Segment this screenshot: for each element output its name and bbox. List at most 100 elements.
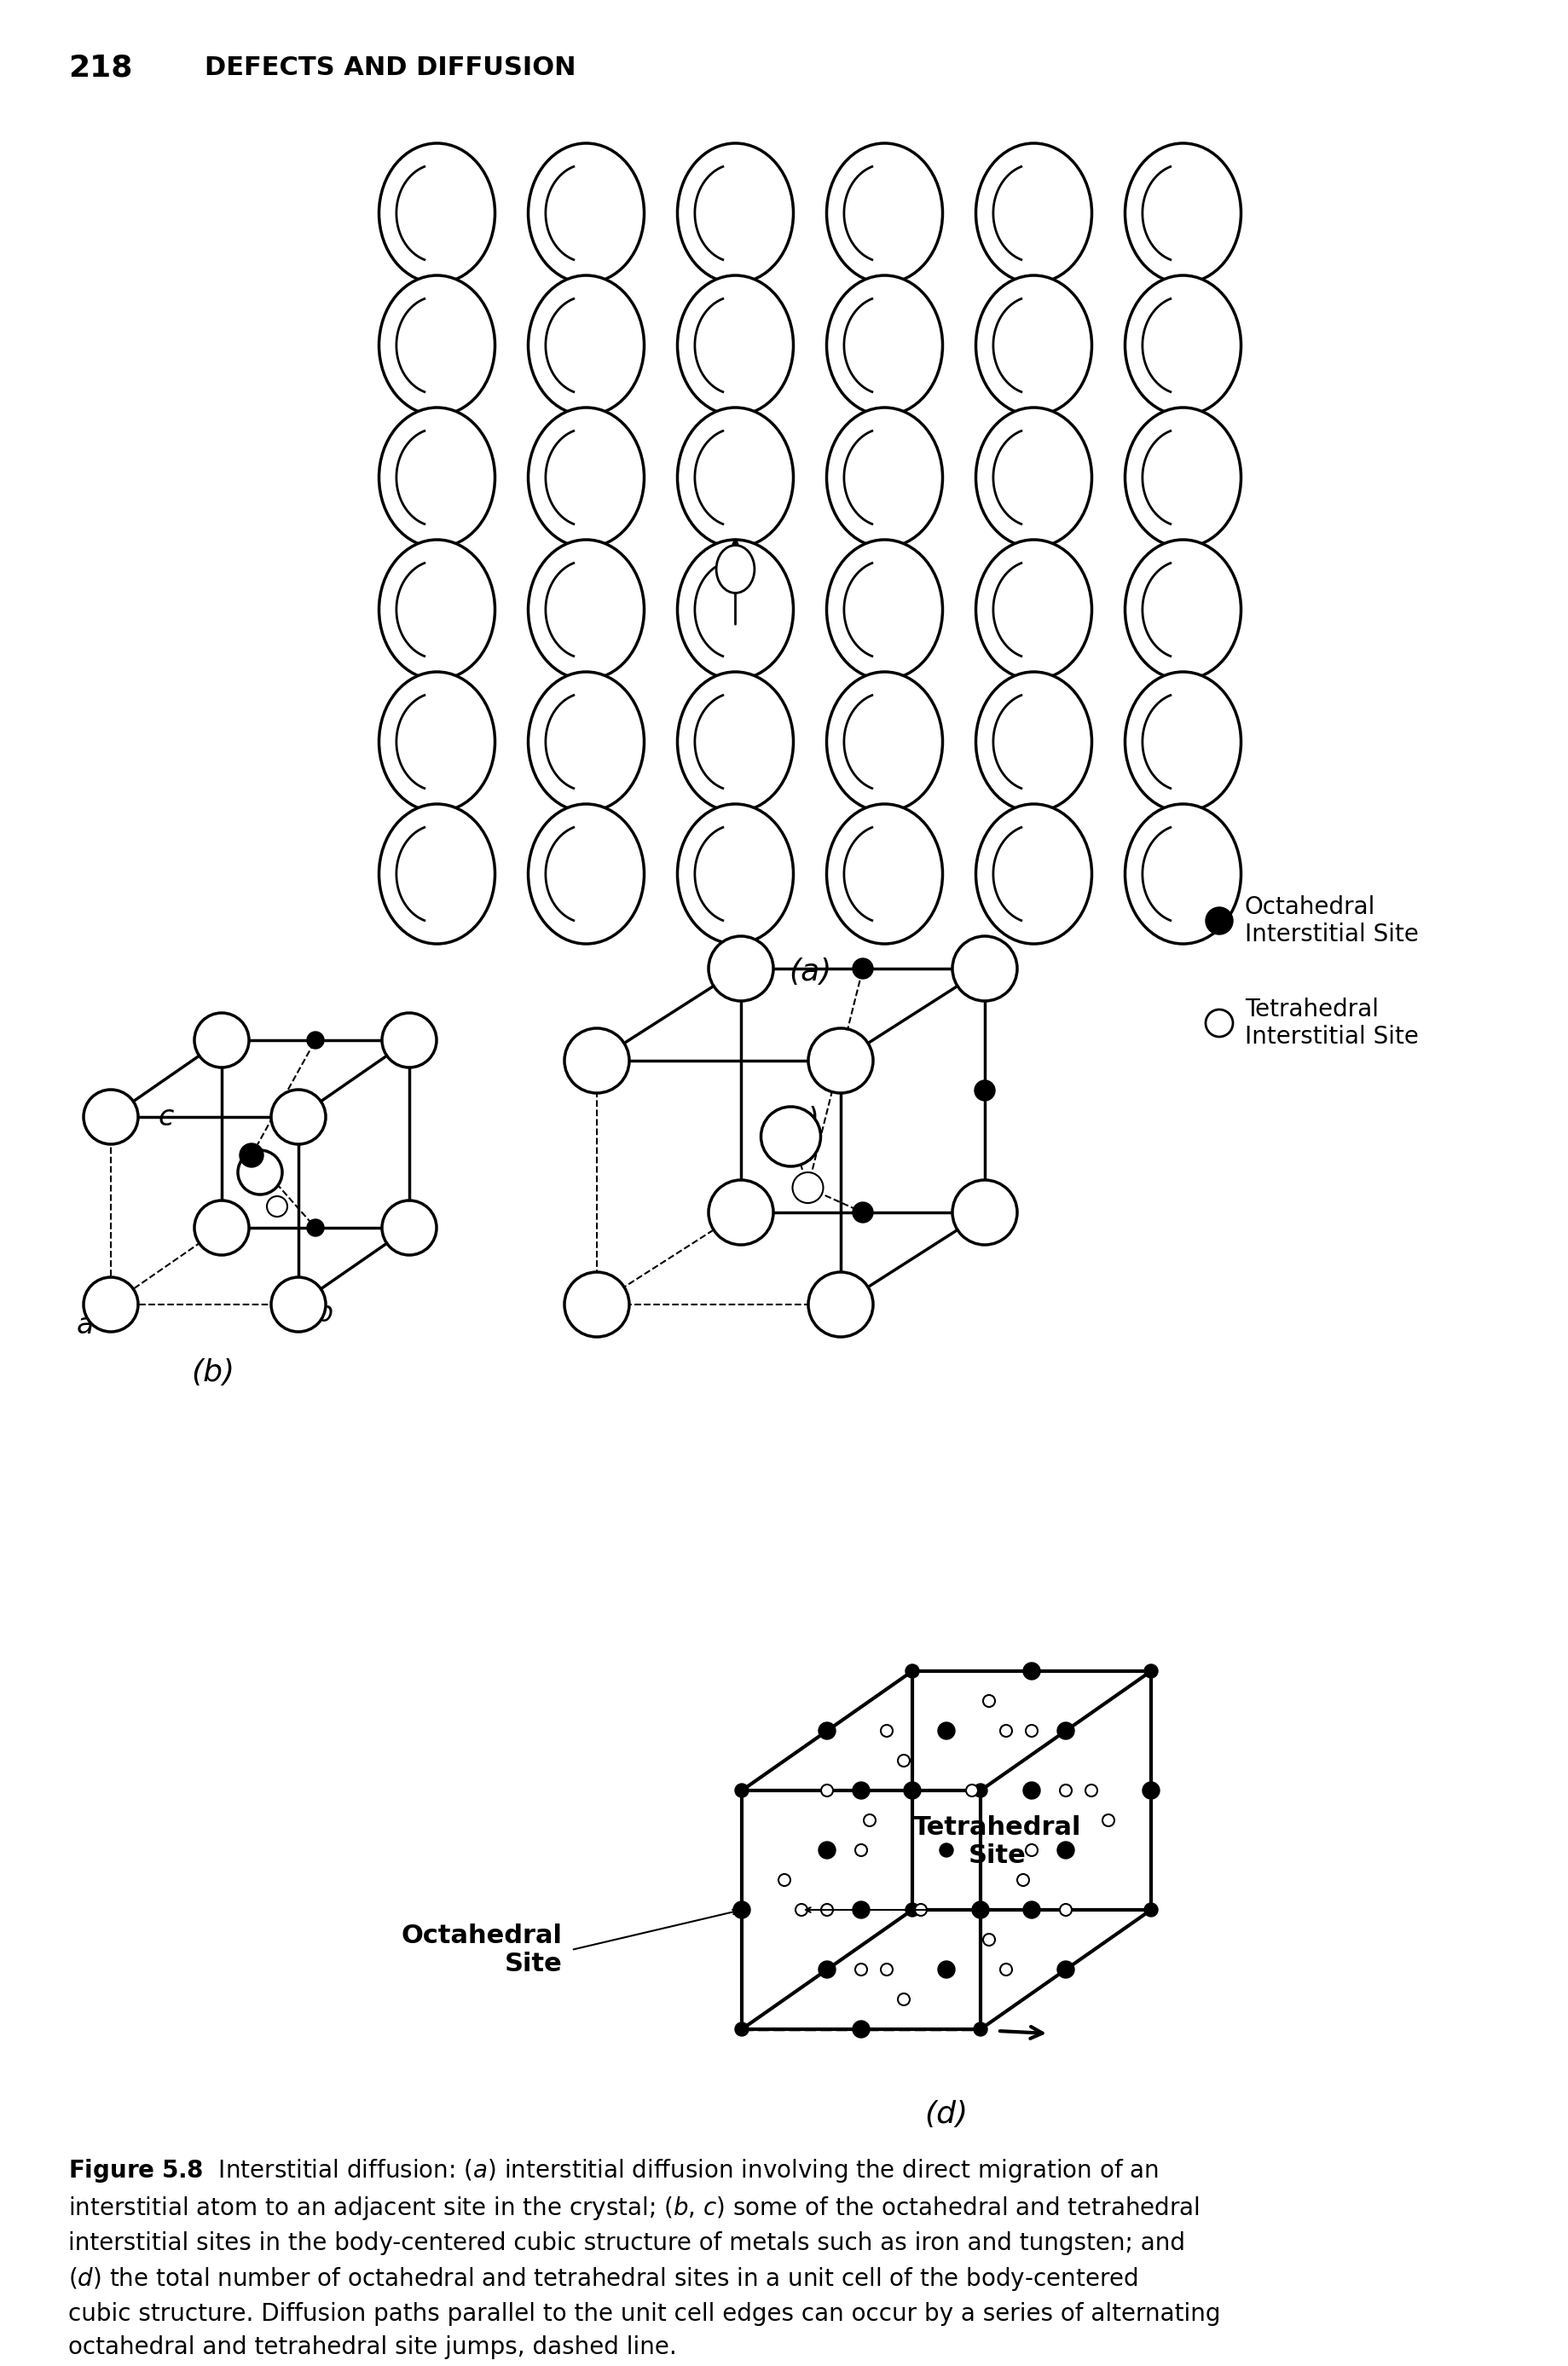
Text: b: b (315, 1299, 332, 1327)
Circle shape (760, 1107, 820, 1166)
Ellipse shape (528, 407, 644, 547)
Circle shape (564, 1273, 629, 1337)
Circle shape (83, 1091, 138, 1145)
Circle shape (1057, 1961, 1074, 1978)
Ellipse shape (898, 1756, 909, 1767)
Ellipse shape (826, 539, 942, 679)
Ellipse shape (1126, 804, 1240, 944)
Circle shape (818, 1841, 836, 1860)
Circle shape (709, 937, 773, 1001)
Text: Octahedral
Site: Octahedral Site (401, 1924, 563, 1976)
Circle shape (905, 1902, 919, 1916)
Circle shape (952, 937, 1018, 1001)
Circle shape (975, 1081, 996, 1100)
Ellipse shape (778, 1874, 790, 1886)
Ellipse shape (379, 144, 495, 284)
Text: DEFECTS AND DIFFUSION: DEFECTS AND DIFFUSION (205, 57, 575, 80)
Ellipse shape (826, 804, 942, 944)
Ellipse shape (975, 539, 1091, 679)
Circle shape (307, 1218, 325, 1237)
Circle shape (1024, 1782, 1040, 1798)
Circle shape (238, 1150, 282, 1195)
Ellipse shape (528, 144, 644, 284)
Ellipse shape (1085, 1784, 1098, 1796)
Ellipse shape (677, 804, 793, 944)
Ellipse shape (864, 1815, 875, 1827)
Ellipse shape (717, 544, 754, 594)
Ellipse shape (528, 672, 644, 812)
Circle shape (818, 1961, 836, 1978)
Ellipse shape (1018, 1874, 1029, 1886)
Ellipse shape (914, 1905, 927, 1916)
Circle shape (1206, 1010, 1232, 1036)
Ellipse shape (677, 274, 793, 414)
Ellipse shape (1000, 1964, 1011, 1976)
Ellipse shape (1025, 1843, 1038, 1857)
Ellipse shape (881, 1725, 892, 1737)
Ellipse shape (528, 539, 644, 679)
Circle shape (735, 2023, 748, 2037)
Circle shape (240, 1143, 263, 1166)
Circle shape (307, 1032, 325, 1048)
Ellipse shape (881, 1964, 892, 1976)
Circle shape (939, 1843, 953, 1857)
Circle shape (808, 1273, 873, 1337)
Text: (b): (b) (191, 1358, 235, 1386)
Ellipse shape (677, 539, 793, 679)
Ellipse shape (826, 144, 942, 284)
Ellipse shape (826, 274, 942, 414)
Ellipse shape (528, 804, 644, 944)
Ellipse shape (795, 1905, 808, 1916)
Ellipse shape (1025, 1725, 1038, 1737)
Circle shape (974, 2023, 988, 2037)
Ellipse shape (975, 144, 1091, 284)
Circle shape (853, 1202, 873, 1223)
Circle shape (383, 1200, 436, 1254)
Text: Octahedral
Interstitial Site: Octahedral Interstitial Site (1245, 894, 1419, 946)
Text: (d): (d) (925, 2101, 967, 2129)
Circle shape (1145, 1902, 1157, 1916)
Ellipse shape (1102, 1815, 1115, 1827)
Ellipse shape (1060, 1905, 1073, 1916)
Ellipse shape (983, 1933, 996, 1945)
Circle shape (1057, 1841, 1074, 1860)
Ellipse shape (528, 274, 644, 414)
Circle shape (1057, 1722, 1074, 1739)
Text: a: a (77, 1311, 94, 1339)
Ellipse shape (1000, 1725, 1011, 1737)
Circle shape (194, 1200, 249, 1254)
Ellipse shape (1126, 539, 1240, 679)
Ellipse shape (826, 407, 942, 547)
Circle shape (905, 1663, 919, 1677)
Text: (a): (a) (789, 958, 831, 987)
Ellipse shape (966, 1784, 978, 1796)
Circle shape (271, 1278, 326, 1332)
Ellipse shape (1126, 144, 1240, 284)
Circle shape (853, 958, 873, 980)
Ellipse shape (677, 144, 793, 284)
Ellipse shape (975, 804, 1091, 944)
Circle shape (974, 1784, 988, 1798)
Text: (c): (c) (779, 1105, 820, 1136)
Ellipse shape (826, 672, 942, 812)
Circle shape (383, 1013, 436, 1067)
Ellipse shape (975, 672, 1091, 812)
Ellipse shape (379, 804, 495, 944)
Circle shape (972, 1902, 989, 1919)
Circle shape (853, 1902, 870, 1919)
Circle shape (735, 1784, 748, 1798)
Circle shape (792, 1171, 823, 1202)
Ellipse shape (379, 274, 495, 414)
Ellipse shape (975, 274, 1091, 414)
Ellipse shape (855, 1843, 867, 1857)
Circle shape (194, 1013, 249, 1067)
Ellipse shape (677, 672, 793, 812)
Circle shape (818, 1722, 836, 1739)
Ellipse shape (677, 407, 793, 547)
Ellipse shape (1126, 274, 1240, 414)
Ellipse shape (1126, 407, 1240, 547)
Circle shape (271, 1091, 326, 1145)
Circle shape (808, 1029, 873, 1093)
Ellipse shape (822, 1784, 833, 1796)
Circle shape (903, 1782, 920, 1798)
